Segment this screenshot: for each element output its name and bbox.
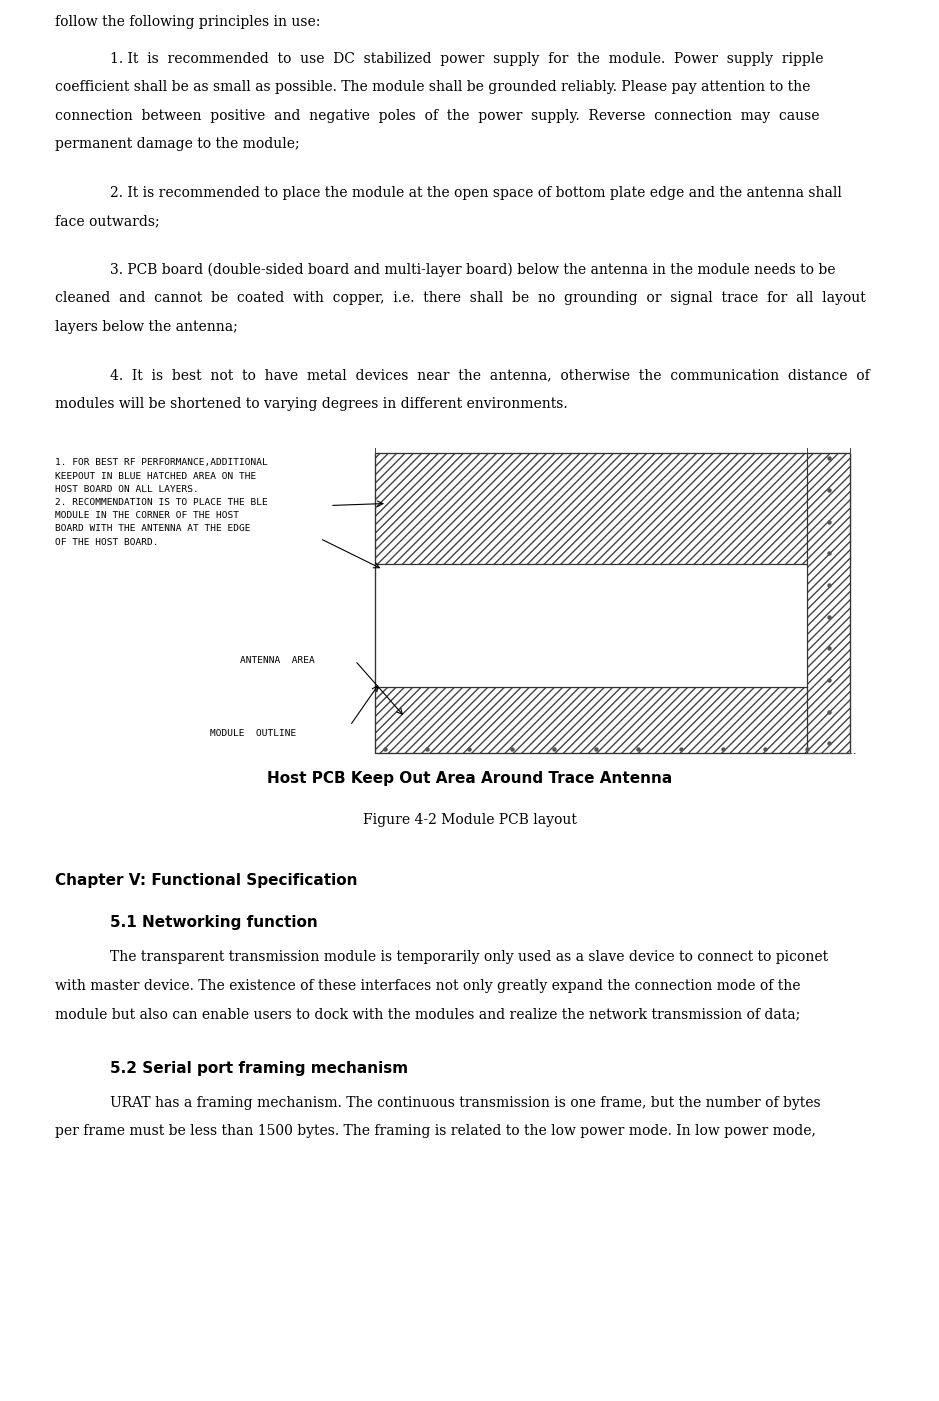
Bar — [375, 688, 808, 754]
Text: Chapter V: Functional Specification: Chapter V: Functional Specification — [55, 873, 358, 888]
Text: Figure 4-2 Module PCB layout: Figure 4-2 Module PCB layout — [362, 814, 577, 828]
Text: cleaned  and  cannot  be  coated  with  copper,  i.e.  there  shall  be  no  gro: cleaned and cannot be coated with copper… — [55, 291, 866, 305]
Text: layers below the antenna;: layers below the antenna; — [55, 319, 238, 333]
Bar — [808, 454, 850, 754]
Text: 1. FOR BEST RF PERFORMANCE,ADDITIONAL
KEEPOUT IN BLUE HATCHED AREA ON THE
HOST B: 1. FOR BEST RF PERFORMANCE,ADDITIONAL KE… — [55, 458, 268, 546]
Text: per frame must be less than 1500 bytes. The framing is related to the low power : per frame must be less than 1500 bytes. … — [55, 1125, 816, 1139]
Text: modules will be shortened to varying degrees in different environments.: modules will be shortened to varying deg… — [55, 396, 567, 410]
Text: face outwards;: face outwards; — [55, 214, 160, 228]
Text: ANTENNA  AREA: ANTENNA AREA — [240, 656, 315, 665]
Text: follow the following principles in use:: follow the following principles in use: — [55, 15, 320, 29]
Bar — [375, 565, 808, 688]
Text: 2. It is recommended to place the module at the open space of bottom plate edge : 2. It is recommended to place the module… — [110, 186, 842, 200]
Text: permanent damage to the module;: permanent damage to the module; — [55, 137, 300, 151]
Text: connection  between  positive  and  negative  poles  of  the  power  supply.  Re: connection between positive and negative… — [55, 109, 820, 123]
Text: 3. PCB board (double-sided board and multi-layer board) below the antenna in the: 3. PCB board (double-sided board and mul… — [110, 263, 836, 277]
Text: coefficient shall be as small as possible. The module shall be grounded reliably: coefficient shall be as small as possibl… — [55, 80, 810, 94]
Text: MODULE  OUTLINE: MODULE OUTLINE — [210, 729, 296, 738]
Text: 5.1 Networking function: 5.1 Networking function — [110, 915, 317, 930]
Bar — [375, 454, 850, 754]
Text: 5.2 Serial port framing mechanism: 5.2 Serial port framing mechanism — [110, 1061, 408, 1076]
Text: 1. It  is  recommended  to  use  DC  stabilized  power  supply  for  the  module: 1. It is recommended to use DC stabilize… — [110, 52, 824, 66]
Text: with master device. The existence of these interfaces not only greatly expand th: with master device. The existence of the… — [55, 979, 801, 993]
Text: URAT has a framing mechanism. The continuous transmission is one frame, but the : URAT has a framing mechanism. The contin… — [110, 1096, 821, 1110]
Text: Host PCB Keep Out Area Around Trace Antenna: Host PCB Keep Out Area Around Trace Ante… — [267, 772, 672, 786]
Text: module but also can enable users to dock with the modules and realize the networ: module but also can enable users to dock… — [55, 1007, 800, 1021]
Bar — [375, 454, 850, 565]
Text: 4.  It  is  best  not  to  have  metal  devices  near  the  antenna,  otherwise : 4. It is best not to have metal devices … — [110, 368, 870, 382]
Text: The transparent transmission module is temporarily only used as a slave device t: The transparent transmission module is t… — [110, 950, 828, 964]
